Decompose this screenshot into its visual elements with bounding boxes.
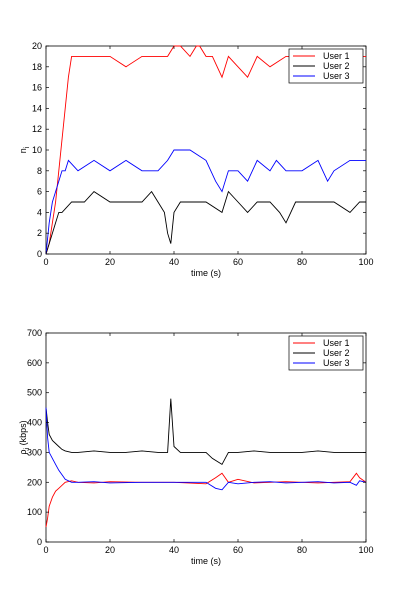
plot-area	[45, 332, 367, 543]
y-tick-label: 10	[32, 145, 42, 155]
y-tick-label: 700	[27, 328, 42, 338]
x-tick-label: 0	[43, 257, 48, 267]
x-tick-label: 80	[297, 545, 307, 555]
y-tick-label: 0	[37, 249, 42, 259]
y-tick-label: 400	[27, 418, 42, 428]
y-tick-label: 500	[27, 388, 42, 398]
legend-label-2: User 2	[323, 61, 350, 71]
x-tick-label: 40	[169, 257, 179, 267]
x-axis-label: time (s)	[191, 556, 221, 566]
x-tick-label: 80	[297, 257, 307, 267]
y-axis-label: ρi (kbps)	[18, 420, 31, 454]
x-tick-label: 100	[358, 257, 373, 267]
series-line-2	[45, 190, 366, 255]
legend-label-1: User 1	[323, 338, 350, 348]
x-tick-label: 0	[43, 545, 48, 555]
y-tick-label: 16	[32, 83, 42, 93]
series-line-1	[45, 472, 367, 528]
y-tick-label: 600	[27, 358, 42, 368]
y-tick-label: 200	[27, 477, 42, 487]
x-tick-label: 60	[233, 545, 243, 555]
y-tick-label: 2	[37, 228, 42, 238]
series-line-3	[45, 149, 366, 255]
legend-label-3: User 3	[323, 71, 350, 81]
y-tick-label: 20	[32, 41, 42, 51]
legend-label-3: User 3	[323, 358, 350, 368]
x-tick-label: 40	[169, 545, 179, 555]
x-tick-label: 20	[105, 545, 115, 555]
legend-label-1: User 1	[323, 51, 350, 61]
y-tick-label: 6	[37, 187, 42, 197]
series-line-2	[45, 398, 366, 466]
y-tick-label: 14	[32, 103, 42, 113]
y-tick-label: 4	[37, 207, 42, 217]
chart-node-count: 0 20 40 60 80 100 0 2 4 6 8 10 12 14 16 18 20 time (s) ni U…	[18, 41, 374, 278]
chart-rate: 0 20 40 60 80 100 0 100 200 300 400 500 600 700 time (…	[18, 328, 374, 566]
y-tick-label: 0	[37, 537, 42, 547]
series-line-3	[45, 407, 367, 491]
y-tick-label: 300	[27, 447, 42, 457]
y-tick-label: 12	[32, 124, 42, 134]
y-axis-label: ni	[18, 146, 31, 153]
x-tick-label: 20	[105, 257, 115, 267]
series-line-1	[45, 45, 366, 255]
y-tick-label: 100	[27, 507, 42, 517]
x-tick-label: 60	[233, 257, 243, 267]
legend-label-2: User 2	[323, 348, 350, 358]
y-tick-label: 8	[37, 166, 42, 176]
x-axis-label: time (s)	[191, 268, 221, 278]
x-tick-label: 100	[358, 545, 373, 555]
y-tick-label: 18	[32, 62, 42, 72]
